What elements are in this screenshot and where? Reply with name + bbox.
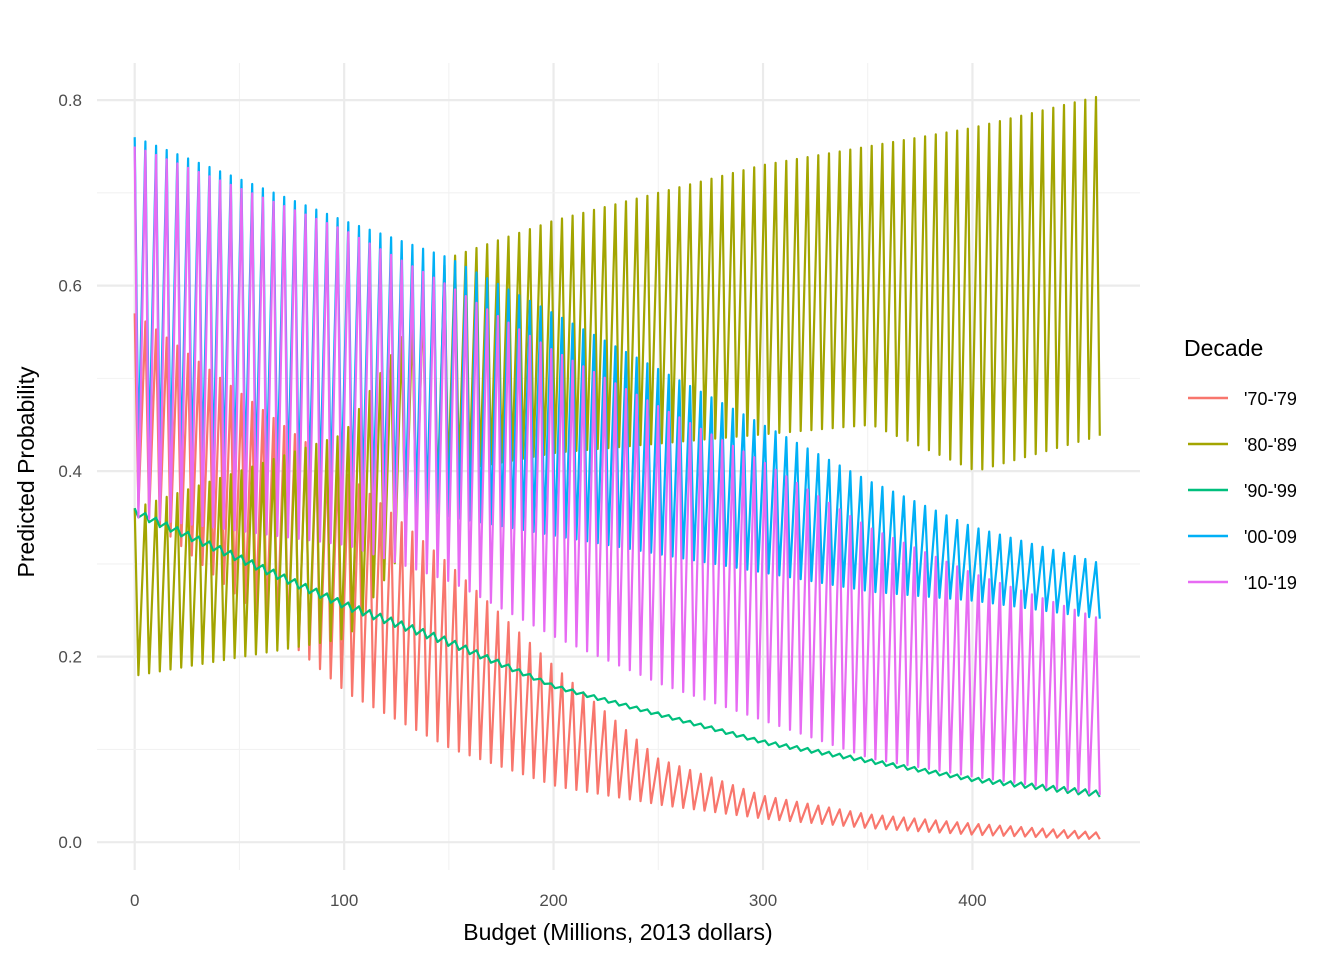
y-tick-label: 0.2 [58,648,82,667]
series-line [133,507,1101,798]
x-tick-label: 0 [130,891,139,910]
y-axis-ticks: 0.0 0.2 0.4 0.6 0.8 [58,91,82,852]
series-line [133,146,1101,795]
legend-label: '90-'99 [1244,481,1297,501]
legend-label: '80-'89 [1244,435,1297,455]
series-layer [133,95,1101,840]
legend-title: Decade [1184,335,1263,361]
x-tick-label: 200 [539,891,567,910]
legend-label: '00-'09 [1244,527,1297,547]
y-tick-label: 0.0 [58,833,82,852]
x-tick-label: 400 [958,891,986,910]
y-tick-label: 0.4 [58,462,82,481]
y-tick-label: 0.8 [58,91,82,110]
x-axis-title: Budget (Millions, 2013 dollars) [463,919,772,945]
legend-items: '70-'79 '80-'89 '90-'99 '00-'09 '10-'19 [1188,389,1297,593]
y-axis-title: Predicted Probability [13,366,39,577]
x-tick-label: 300 [749,891,777,910]
series-line [133,95,1101,677]
legend-label: '10-'19 [1244,573,1297,593]
x-axis-ticks: 0 100 200 300 400 [130,891,987,910]
y-tick-label: 0.6 [58,277,82,296]
x-tick-label: 100 [330,891,358,910]
legend-label: '70-'79 [1244,389,1297,409]
legend: Decade '70-'79 '80-'89 '90-'99 '00-'09 '10-'… [1184,335,1297,593]
